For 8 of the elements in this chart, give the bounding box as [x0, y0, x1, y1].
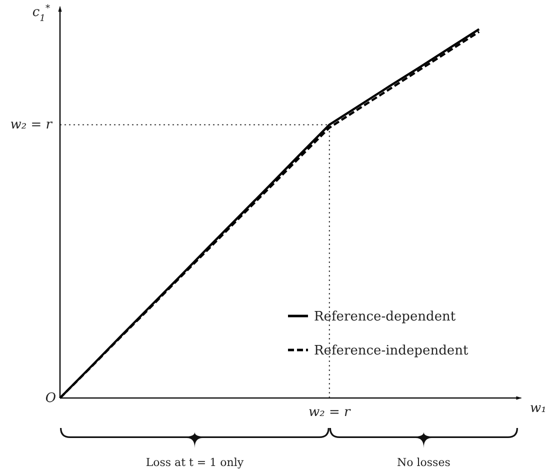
text: No losses: [397, 456, 451, 469]
legend-label: Reference-independent: [314, 344, 469, 359]
legend-label: Reference-dependent: [314, 310, 456, 325]
x-axis-title: w₁: [530, 401, 546, 416]
text: w₂ = r: [10, 118, 53, 133]
text: w₂ = r: [308, 405, 352, 420]
text: O: [45, 391, 56, 406]
text: Loss at t = 1 only: [146, 456, 244, 469]
